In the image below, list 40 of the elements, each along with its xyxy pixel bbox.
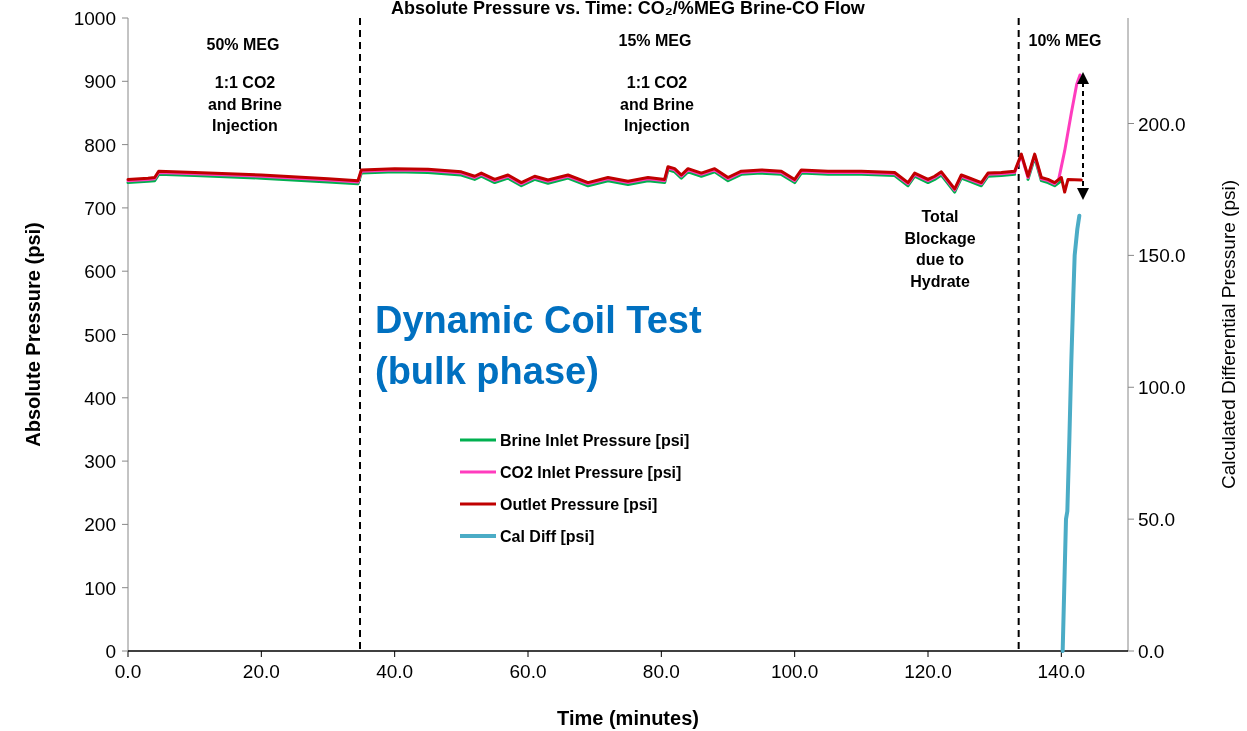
x-axis-title: Time (minutes) (557, 707, 699, 729)
x-tick-label: 140.0 (1037, 661, 1086, 682)
y2-tick-label: 200.0 (1138, 113, 1186, 135)
x-tick-label: 100.0 (770, 661, 819, 682)
x-tick-label: 0.0 (114, 661, 142, 682)
annotation: 10% MEG (1028, 32, 1102, 49)
x-tick-label: 60.0 (509, 661, 547, 682)
y-tick-label: 600 (84, 261, 116, 283)
y2-tick-label: 0.0 (1138, 641, 1165, 662)
x-tick-label: 80.0 (642, 661, 680, 682)
y2-axis-title: Calculated Differential Pressure (psi) (1218, 179, 1239, 490)
legend-label: Cal Diff [psi] (500, 528, 595, 545)
y-tick-label: 300 (84, 451, 116, 473)
annotation: 1:1 CO2 and Brine Injection (208, 74, 282, 135)
y-tick-label: 0 (105, 641, 116, 662)
annotation: Total Blockage due to Hydrate (904, 208, 976, 290)
y-tick-label: 100 (84, 577, 116, 599)
y-tick-label: 1000 (73, 8, 116, 29)
y2-tick-label: 150.0 (1138, 245, 1186, 267)
legend-label: CO2 Inlet Pressure [psi] (500, 464, 682, 481)
annotation: 50% MEG (206, 36, 280, 53)
y-tick-label: 900 (84, 71, 116, 93)
annotation: Dynamic Coil Test (bulk phase) (375, 299, 702, 393)
y2-tick-label: 100.0 (1138, 377, 1186, 399)
annotation: 15% MEG (618, 32, 692, 49)
y-tick-label: 200 (84, 514, 116, 536)
annotation: 1:1 CO2 and Brine Injection (620, 74, 694, 135)
legend-label: Brine Inlet Pressure [psi] (500, 432, 690, 449)
x-tick-label: 120.0 (904, 661, 952, 682)
y-tick-label: 400 (84, 387, 116, 409)
line-series (1060, 213, 1082, 653)
legend-label: Outlet Pressure [psi] (500, 496, 658, 513)
y2-tick-label: 50.0 (1138, 509, 1175, 531)
chart-title: Absolute Pressure vs. Time: CO₂/%MEG Brine-CO Flow (391, 0, 866, 18)
x-tick-label: 40.0 (376, 661, 414, 682)
x-tick-label: 20.0 (242, 661, 280, 682)
y-tick-label: 500 (84, 324, 116, 346)
y-axis-title: Absolute Pressure (psi) (22, 222, 44, 447)
y-tick-label: 700 (84, 197, 116, 219)
y-tick-label: 800 (84, 134, 116, 156)
